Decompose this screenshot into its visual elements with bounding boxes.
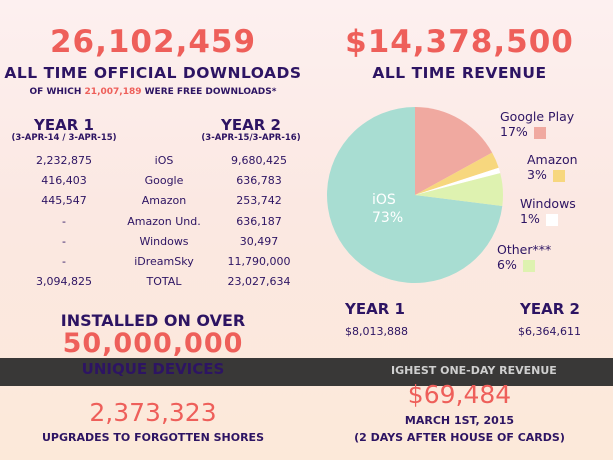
free-downloads-line: OF WHICH 21,007,189 WERE FREE DOWNLOADS* — [0, 87, 306, 97]
table-row: 2,232,875 iOS 9,680,425 — [8, 150, 310, 170]
table-row: - Amazon Und. 636,187 — [8, 211, 310, 231]
year2-value: 11,790,000 — [227, 255, 291, 269]
year2-value: 636,187 — [236, 214, 282, 228]
one-day-date: MARCH 1ST, 2015 — [404, 414, 515, 427]
downloads-total: 26,102,459 — [49, 24, 257, 60]
free-prefix: OF WHICH — [29, 87, 85, 97]
one-day-note: (2 DAYS AFTER HOUSE OF CARDS) — [354, 431, 565, 444]
year1-value: - — [62, 255, 66, 269]
pie-slice-windows — [415, 167, 501, 195]
revenue-total: $14,378,500 — [345, 24, 574, 60]
year1-value: 2,232,875 — [36, 153, 92, 167]
platform-name: Windows — [139, 234, 189, 248]
one-day-value: $69,484 — [407, 380, 512, 409]
legend-other-name: Other*** — [497, 242, 552, 257]
legend-other-pct: 6% — [497, 257, 517, 272]
pie-label-ios-pct: 73% — [372, 210, 403, 226]
pie-slice-amazon — [415, 152, 499, 195]
rev-year2-value: $6,364,611 — [518, 325, 581, 338]
legend-amazon-name: Amazon — [527, 152, 578, 167]
legend-google-play: Google Play 17% — [500, 109, 574, 139]
year2-value: 253,742 — [236, 194, 282, 208]
year2-value: 23,027,634 — [227, 275, 291, 289]
downloads-label: ALL TIME OFFICIAL DOWNLOADS — [4, 64, 302, 82]
year1-title: YEAR 1 — [34, 116, 94, 134]
pie-label-ios-name: iOS — [372, 192, 396, 208]
upgrades-label: UPGRADES TO FORGOTTEN SHORES — [42, 431, 264, 444]
year2-title: YEAR 2 — [221, 116, 281, 134]
table-row: 3,094,825 TOTAL 23,027,634 — [8, 272, 310, 292]
legend-google-play-name: Google Play — [500, 109, 575, 124]
free-count: 21,007,189 — [84, 87, 142, 97]
pie-slice-ios — [327, 107, 503, 283]
table-row: - iDreamSky 11,790,000 — [8, 251, 310, 271]
legend-windows: Windows 1% — [520, 196, 576, 226]
platform-name: Amazon Und. — [127, 214, 201, 228]
platform-name: Amazon — [141, 194, 187, 208]
legend-google-play-pct: 17% — [500, 124, 528, 139]
revenue-label: ALL TIME REVENUE — [372, 64, 547, 82]
platform-name: iDreamSky — [134, 255, 194, 269]
year1-value: 445,547 — [41, 194, 87, 208]
one-day-label: IGHEST ONE-DAY REVENUE — [391, 364, 557, 377]
table-row: 416,403 Google 636,783 — [8, 170, 310, 190]
legend-swatch-google-play — [533, 126, 546, 139]
legend-amazon-pct: 3% — [527, 167, 547, 182]
year2-range: (3-APR-15/3-APR-16) — [201, 133, 301, 143]
legend-swatch-amazon — [552, 169, 565, 182]
year2-value: 9,680,425 — [231, 153, 287, 167]
table-row: 445,547 Amazon 253,742 — [8, 191, 310, 211]
table-row: - Windows 30,497 — [8, 231, 310, 251]
legend-swatch-other — [522, 259, 535, 272]
pie-slice-google-play — [415, 107, 493, 195]
revenue-pie-chart: iOS 73% — [327, 107, 503, 283]
year1-value: - — [62, 214, 66, 228]
year1-range: (3-APR-14 / 3-APR-15) — [11, 133, 117, 143]
platform-name: iOS — [154, 153, 174, 167]
rev-year1-value: $8,013,888 — [345, 325, 408, 338]
installed-count: 50,000,000 — [62, 328, 244, 359]
pie-slice-other — [415, 173, 503, 207]
legend-other: Other*** 6% — [497, 242, 551, 272]
downloads-table: 2,232,875 iOS 9,680,425 416,403 Google 636,78… — [8, 150, 310, 292]
platform-name: TOTAL — [146, 275, 182, 289]
year1-value: 3,094,825 — [36, 275, 92, 289]
legend-swatch-windows — [545, 213, 558, 226]
installed-label: INSTALLED ON OVER — [60, 311, 246, 330]
rev-year2-title: YEAR 2 — [520, 300, 580, 318]
rev-year1-title: YEAR 1 — [345, 300, 405, 318]
year1-value: 416,403 — [41, 173, 87, 187]
legend-amazon: Amazon 3% — [527, 152, 578, 182]
year2-value: 636,783 — [236, 173, 282, 187]
platform-name: Google — [144, 173, 184, 187]
year1-value: - — [62, 234, 66, 248]
legend-windows-name: Windows — [520, 196, 576, 211]
legend-windows-pct: 1% — [520, 211, 540, 226]
free-suffix: WERE FREE DOWNLOADS* — [141, 87, 277, 97]
overlay-bar — [0, 358, 613, 386]
upgrades-count: 2,373,323 — [89, 398, 217, 427]
installed-sub: UNIQUE DEVICES — [81, 360, 225, 378]
year2-value: 30,497 — [239, 234, 279, 248]
